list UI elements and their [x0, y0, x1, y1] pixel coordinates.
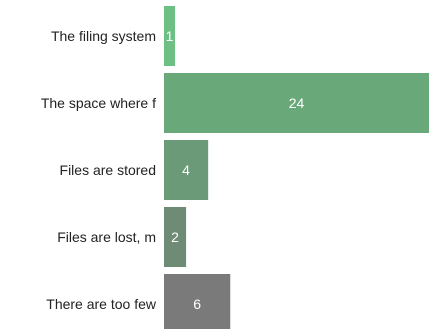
value-label-5: 6	[193, 296, 201, 312]
value-label-1: 1	[166, 28, 174, 44]
bar-1	[164, 6, 176, 66]
bars-layer	[164, 6, 429, 329]
category-label-5: There are too few	[46, 296, 157, 312]
category-label-3: Files are stored	[60, 162, 156, 178]
value-label-2: 24	[289, 95, 305, 111]
category-label-4: Files are lost, m	[57, 229, 156, 245]
value-label-4: 2	[171, 229, 179, 245]
category-label-1: The filing system	[51, 28, 156, 44]
category-label-2: The space where f	[41, 95, 156, 111]
value-label-3: 4	[182, 162, 190, 178]
bar-2	[164, 73, 429, 133]
bar-4	[164, 207, 187, 267]
bar-3	[164, 140, 209, 200]
bar-5	[164, 274, 231, 329]
